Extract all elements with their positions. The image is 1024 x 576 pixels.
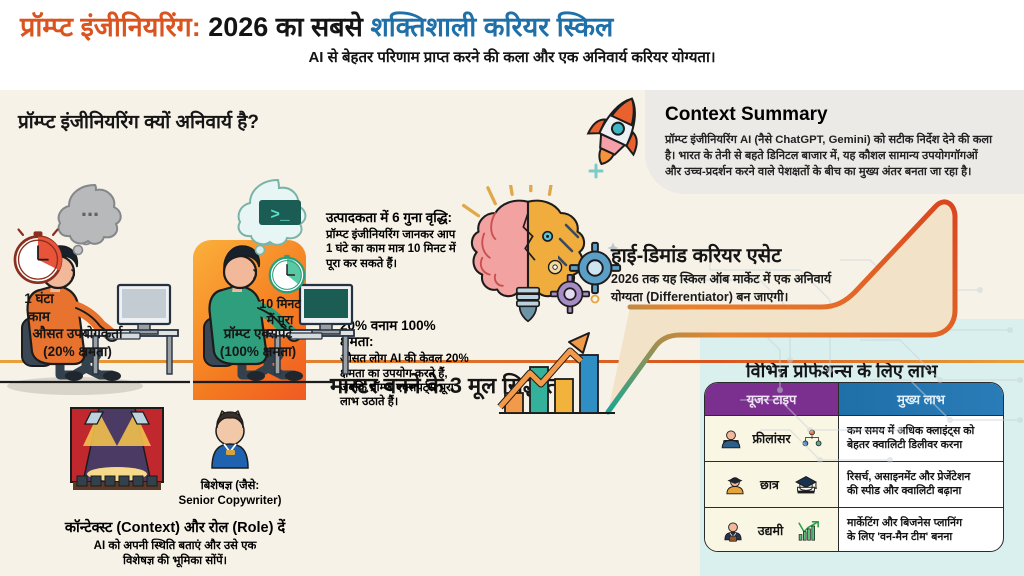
- svg-text:...: ...: [81, 196, 99, 221]
- svg-text:>_: >_: [270, 206, 290, 224]
